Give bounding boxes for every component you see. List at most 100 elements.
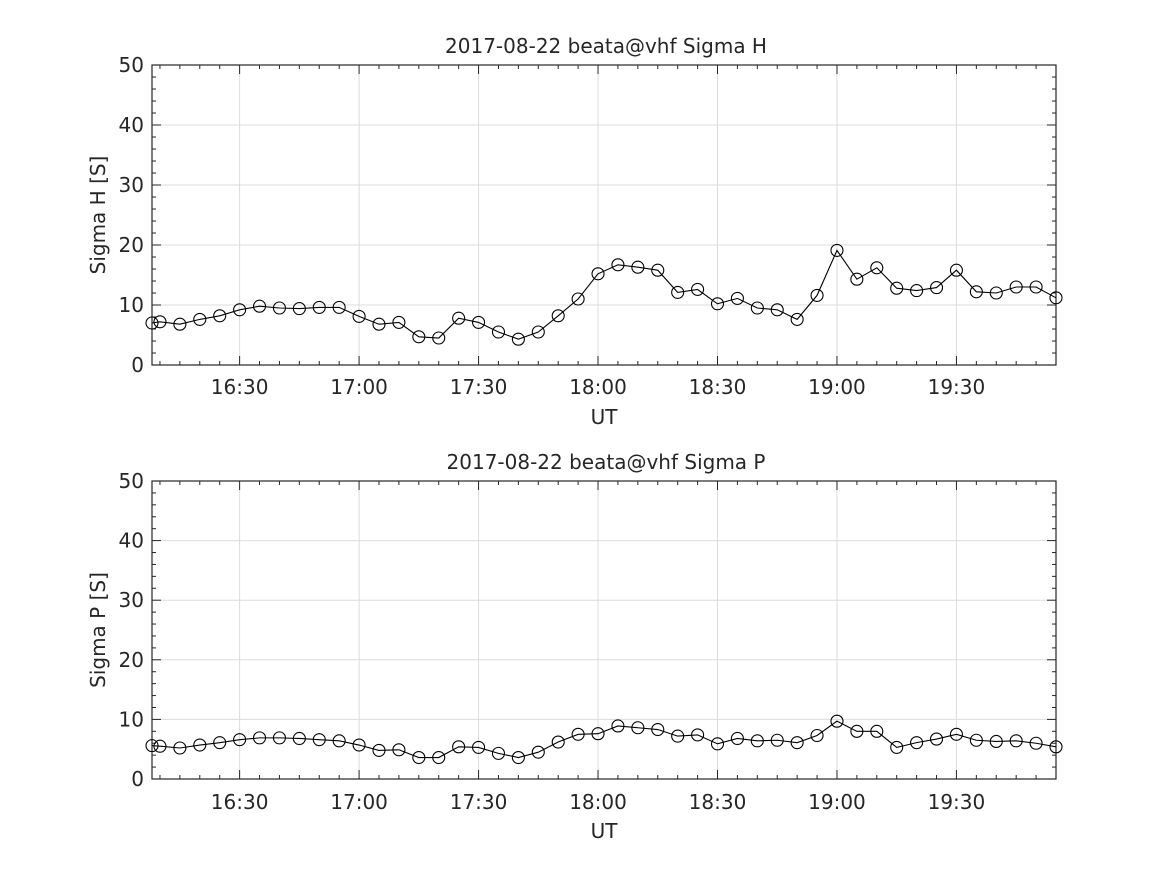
sigma-p-data-point <box>372 743 386 757</box>
sigma-p-data-point <box>412 750 426 765</box>
sigma-p-panel: 16:30 17:00 17:30 18:00 18:30 19:00 19:30 0 10 20… <box>86 450 1063 843</box>
sigma-p-data-point <box>531 745 545 759</box>
sigma-h-data-point <box>193 312 207 326</box>
sigma-h-panel: 16:30 17:00 17:30 18:00 18:30 19:00 19:30 0 10 20… <box>86 34 1063 429</box>
sigma-h-data-point <box>989 286 1003 300</box>
sigma-p-data-point <box>929 732 944 746</box>
sigma-h-data-point <box>750 301 764 315</box>
sigma-h-data-point <box>352 309 366 323</box>
sigma-h-data-point <box>292 302 306 316</box>
sigma-p-y-tick-label: 40 <box>119 529 144 553</box>
sigma-p-data-point <box>631 721 645 735</box>
sigma-p-x-tick-label: 19:30 <box>928 790 986 814</box>
sigma-p-data-point <box>850 724 864 738</box>
sigma-h-data-point <box>691 282 705 296</box>
sigma-h-data-point <box>929 281 944 295</box>
sigma-p-data-point <box>452 740 466 754</box>
sigma-p-data-point <box>571 727 585 741</box>
sigma-p-data-point <box>870 724 884 738</box>
sigma-p-data-point <box>691 728 705 742</box>
sigma-h-data-point <box>472 315 486 329</box>
sigma-p-data-point <box>252 731 267 745</box>
sigma-p-data-point <box>491 746 506 760</box>
sigma-p-data-point <box>651 722 665 737</box>
sigma-h-data-point <box>153 315 167 329</box>
sigma-h-data-point <box>551 309 565 323</box>
sigma-h-x-tick-label: 17:00 <box>330 375 388 399</box>
sigma-p-data-point <box>810 728 824 743</box>
sigma-h-data-point <box>631 260 645 274</box>
sigma-p-data-point <box>611 719 625 733</box>
sigma-p-axes-box <box>151 480 1057 780</box>
sigma-h-data-point <box>511 332 525 346</box>
sigma-p-data-point <box>591 727 605 741</box>
sigma-p-y-axis-label: Sigma P [S] <box>86 572 110 688</box>
sigma-h-data-point <box>392 315 406 329</box>
sigma-p-data-point <box>750 734 764 748</box>
sigma-p-x-tick-label: 19:00 <box>808 790 866 814</box>
sigma-h-data-point <box>810 288 824 302</box>
sigma-h-y-axis-label: Sigma H [S] <box>86 156 110 275</box>
sigma-p-x-tick-label: 17:00 <box>330 790 388 814</box>
sigma-p-data-point <box>770 733 784 747</box>
sigma-h-y-tick-label: 30 <box>119 173 144 197</box>
sigma-p-data-point <box>332 734 346 748</box>
sigma-h-data-point <box>491 325 506 339</box>
sigma-p-x-tick-label: 17:30 <box>450 790 508 814</box>
sigma-h-data-point <box>969 285 983 299</box>
sigma-p-y-tick-label: 50 <box>119 469 144 493</box>
sigma-h-data-point <box>531 325 545 339</box>
sigma-h-data-point <box>870 261 884 275</box>
sigma-p-data-point <box>830 714 844 728</box>
sigma-p-data-point <box>710 737 725 751</box>
sigma-h-data-point <box>770 303 784 317</box>
sigma-h-y-tick-label: 20 <box>119 233 144 257</box>
sigma-p-data-point <box>790 736 804 750</box>
sigma-h-data-point <box>949 263 963 277</box>
sigma-h-y-tick-label: 0 <box>131 353 144 377</box>
sigma-h-y-tick-label: 50 <box>119 53 144 77</box>
sigma-p-y-tick-label: 0 <box>131 767 144 791</box>
sigma-p-data-point <box>730 731 744 746</box>
sigma-h-data-point <box>730 291 744 305</box>
sigma-h-data-point <box>252 299 267 313</box>
sigma-h-data-point <box>412 330 426 344</box>
sigma-h-data-point <box>452 311 466 325</box>
sigma-p-x-tick-label: 16:30 <box>211 790 269 814</box>
sigma-h-x-tick-label: 18:30 <box>689 375 747 399</box>
sigma-h-data-point <box>910 284 924 298</box>
sigma-h-data-point <box>145 316 159 330</box>
sigma-p-data-point <box>551 735 565 749</box>
sigma-p-data-point <box>432 750 446 765</box>
sigma-p-data-point <box>312 733 326 747</box>
sigma-p-data-point <box>671 729 685 743</box>
sigma-h-data-point <box>1029 280 1043 294</box>
sigma-p-data-point <box>472 740 486 754</box>
sigma-h-x-axis-label: UT <box>591 405 619 429</box>
sigma-p-y-tick-label: 30 <box>119 588 144 612</box>
sigma-p-y-tick-label: 10 <box>119 707 144 731</box>
sigma-p-data-point <box>890 740 904 754</box>
sigma-p-data-point <box>292 731 306 746</box>
sigma-h-data-point <box>651 263 665 277</box>
sigma-p-data-point <box>193 738 207 752</box>
sigma-h-data-point <box>1049 291 1063 305</box>
sigma-h-data-point <box>591 267 605 281</box>
sigma-p-data-point <box>1029 736 1043 750</box>
sigma-h-x-tick-label: 19:30 <box>928 375 986 399</box>
sigma-h-data-point <box>890 281 904 295</box>
sigma-p-x-axis-label: UT <box>591 819 619 843</box>
sigma-h-data-point <box>790 312 804 326</box>
sigma-p-data-point <box>392 743 406 757</box>
sigma-p-data-point <box>145 739 159 753</box>
sigma-p-data-point <box>1009 734 1023 748</box>
sigma-h-data-point <box>372 317 386 331</box>
sigma-p-data-point <box>173 741 187 755</box>
sigma-h-data-point <box>213 309 227 323</box>
sigma-h-y-tick-label: 40 <box>119 113 144 137</box>
sigma-h-axes-box <box>151 64 1057 366</box>
sigma-h-data-point <box>272 301 286 315</box>
sigma-h-data-point <box>671 285 685 299</box>
sigma-h-x-tick-label: 18:00 <box>569 375 627 399</box>
